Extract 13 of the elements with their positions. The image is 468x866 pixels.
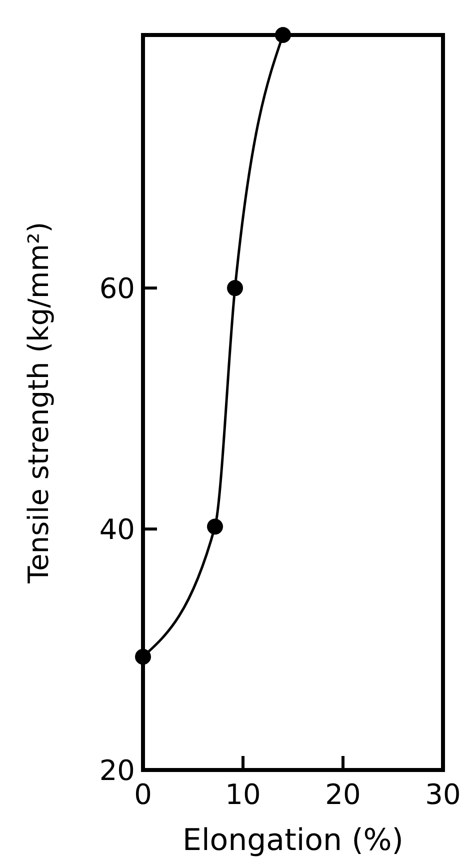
x-axis-title: Elongation (%) — [182, 823, 404, 858]
point — [207, 518, 223, 535]
y-tick-label: 40 — [99, 512, 135, 546]
x-tick-label: 10 — [225, 778, 261, 811]
point — [227, 280, 243, 296]
y-tick-label: 20 — [99, 754, 135, 787]
x-tick-label: 30 — [425, 778, 461, 811]
x-tick-label: 0 — [134, 778, 152, 811]
y-tick-label: 60 — [99, 272, 135, 305]
y-axis-title: Tensile strength (kg/mm²) — [22, 222, 55, 584]
x-tick-label: 20 — [325, 778, 361, 811]
point — [135, 648, 151, 665]
point — [275, 27, 291, 43]
